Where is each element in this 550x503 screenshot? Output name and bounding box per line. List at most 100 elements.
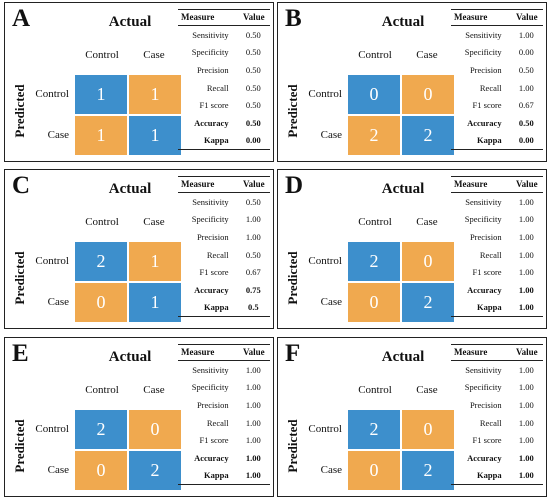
metric-value: 1.00 (245, 435, 261, 446)
actual-axis-label: Actual (108, 349, 152, 365)
metric-value: 1.00 (518, 82, 534, 93)
metric-value: 1.00 (245, 364, 261, 375)
matrix-cell: 0 (348, 283, 400, 322)
metric-value: 0.75 (245, 284, 261, 295)
column-header-case: Case (416, 216, 438, 228)
metric-row: Specificity 1.00 (451, 211, 543, 229)
matrix-cell: 0 (402, 410, 454, 449)
panel-letter: D (285, 172, 304, 199)
metric-row: Specificity 1.00 (451, 379, 543, 397)
row-header-control: Control (35, 423, 69, 435)
row-header-case: Case (320, 464, 342, 476)
actual-axis-label: Actual (108, 14, 152, 30)
value-column-header: Value (236, 9, 270, 26)
metric-row: Recall 0.50 (178, 79, 270, 97)
metric-value: 0.50 (245, 249, 261, 260)
metric-name: Recall (206, 82, 229, 93)
metric-row: Kappa 1.00 (451, 298, 543, 318)
value-column-header: Value (236, 344, 270, 361)
predicted-axis-label: Predicted (285, 84, 300, 138)
metric-name: Recall (479, 249, 502, 260)
column-header-case: Case (416, 384, 438, 396)
metric-name: Kappa (178, 466, 237, 486)
actual-axis-label: Actual (381, 181, 425, 197)
metric-name: Specificity (191, 47, 229, 58)
metric-value: 0.50 (518, 117, 534, 128)
metric-value: 1.00 (236, 466, 270, 486)
measure-column-header: Measure (178, 9, 237, 26)
metric-name: Specificity (191, 214, 229, 225)
value-column-header: Value (236, 176, 270, 193)
row-header-control: Control (308, 423, 342, 435)
actual-axis-label: Actual (381, 14, 425, 30)
metric-value: 1.00 (518, 435, 534, 446)
actual-axis-label: Actual (381, 349, 425, 365)
metric-name: Recall (479, 82, 502, 93)
matrix-cell: 1 (75, 116, 127, 155)
column-header-control: Control (85, 216, 119, 228)
column-header-control: Control (85, 49, 119, 61)
metric-row: Kappa 0.00 (451, 131, 543, 151)
matrix-cell: 0 (402, 75, 454, 114)
panel-b: B Actual Control Case Predicted Control Case 0 0… (277, 2, 547, 162)
matrix-cell: 2 (402, 283, 454, 322)
row-header-control: Control (35, 88, 69, 100)
metrics-table: Measure Value Sensitivity 1.00 Specificity 1.… (451, 344, 543, 486)
panel-a: A Actual Control Case Predicted Control Case 1 1… (4, 2, 274, 162)
metric-value: 1.00 (518, 214, 534, 225)
metric-value: 1.00 (245, 399, 261, 410)
metric-name: Precision (469, 399, 502, 410)
matrix-cell: 1 (129, 116, 181, 155)
metric-name: Accuracy (194, 284, 229, 295)
metric-value: 0.50 (518, 64, 534, 75)
metric-row: Recall 1.00 (451, 246, 543, 264)
column-header-control: Control (358, 216, 392, 228)
metric-row: F1 score 0.50 (178, 96, 270, 114)
metric-value: 1.00 (245, 214, 261, 225)
actual-axis-label: Actual (108, 181, 152, 197)
metric-name: Specificity (464, 47, 502, 58)
panel-letter: B (285, 5, 302, 32)
panel-d: D Actual Control Case Predicted Control Case 2 0… (277, 169, 547, 329)
metric-name: Recall (206, 417, 229, 428)
column-header-control: Control (85, 384, 119, 396)
metric-row: Sensitivity 0.50 (178, 193, 270, 211)
metric-row: Precision 1.00 (451, 396, 543, 414)
row-header-case: Case (47, 129, 69, 141)
metric-value: 1.00 (518, 399, 534, 410)
metrics-table: Measure Value Sensitivity 1.00 Specificity 1.… (178, 344, 270, 486)
metrics-table: Measure Value Sensitivity 0.50 Specificity 1.… (178, 176, 270, 318)
value-column-header: Value (509, 9, 543, 26)
metric-name: F1 score (472, 267, 502, 278)
metric-name: F1 score (199, 100, 229, 111)
metric-name: Sensitivity (465, 364, 502, 375)
metric-name: Recall (479, 417, 502, 428)
metric-row: Specificity 0.50 (178, 44, 270, 62)
metric-value: 1.00 (518, 29, 534, 40)
metrics-table: Measure Value Sensitivity 1.00 Specificity 1.… (451, 176, 543, 318)
metric-name: Sensitivity (192, 364, 229, 375)
metric-value: 1.00 (245, 452, 261, 463)
metric-value: 1.00 (518, 382, 534, 393)
metric-row: Specificity 1.00 (178, 379, 270, 397)
metric-name: Precision (196, 399, 229, 410)
metric-row: Sensitivity 0.50 (178, 26, 270, 44)
metric-row: Kappa 1.00 (178, 466, 270, 486)
metric-name: Recall (206, 249, 229, 260)
measure-column-header: Measure (451, 176, 510, 193)
metric-name: Sensitivity (465, 196, 502, 207)
metric-name: Specificity (191, 382, 229, 393)
metric-value: 0.67 (245, 267, 261, 278)
row-header-case: Case (47, 464, 69, 476)
metric-row: Precision 1.00 (451, 228, 543, 246)
predicted-axis-label: Predicted (12, 251, 27, 305)
metrics-table: Measure Value Sensitivity 1.00 Specificity 0.… (451, 9, 543, 151)
metric-value: 1.00 (518, 231, 534, 242)
metric-value: 1.00 (245, 417, 261, 428)
metric-name: Accuracy (467, 452, 502, 463)
matrix-cell: 2 (402, 451, 454, 490)
predicted-axis-label: Predicted (285, 251, 300, 305)
row-header-case: Case (320, 296, 342, 308)
predicted-axis-label: Predicted (12, 419, 27, 473)
metric-row: Kappa 1.00 (451, 466, 543, 486)
